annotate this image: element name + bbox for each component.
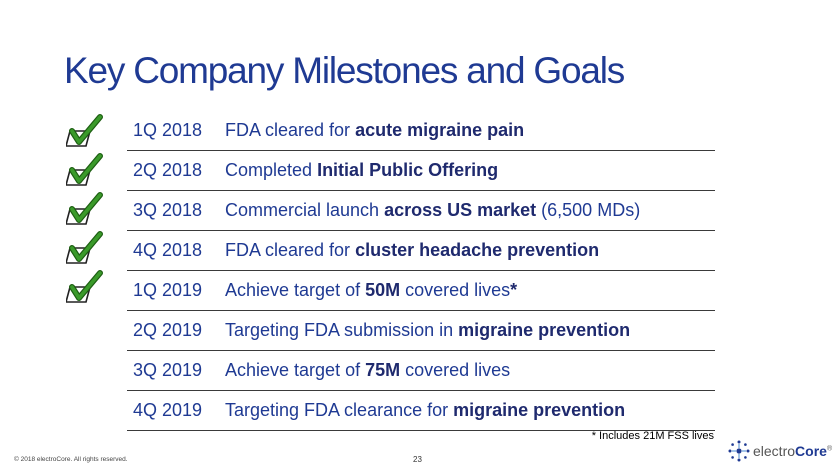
milestone-description: Achieve target of 75M covered lives xyxy=(225,360,510,381)
milestone-date: 1Q 2018 xyxy=(133,120,203,140)
milestone-row: 3Q 2019 Achieve target of 75M covered liv… xyxy=(127,351,715,391)
checkmark-box-icon xyxy=(66,192,103,225)
milestone-row: 3Q 2018 Commercial launch across US marke… xyxy=(127,191,715,231)
milestone-description: Completed Initial Public Offering xyxy=(225,160,498,181)
page-number: 23 xyxy=(413,455,422,464)
milestone-description: FDA cleared for cluster headache prevent… xyxy=(225,240,599,261)
emphasis-text: 75M xyxy=(365,360,401,380)
checkmark-box-icon xyxy=(66,270,103,303)
description-text: Completed xyxy=(225,160,318,180)
description-text: (6,500 MDs) xyxy=(536,200,641,220)
milestone-row: 1Q 2019 Achieve target of 50M covered liv… xyxy=(127,271,715,311)
emphasis-text: migraine prevention xyxy=(453,400,626,420)
emphasis-text: Initial Public Offering xyxy=(317,160,499,180)
emphasis-text: cluster headache prevention xyxy=(355,240,600,260)
milestone-row: 4Q 2019 Targeting FDA clearance for migra… xyxy=(127,391,715,431)
checkmark-box-icon xyxy=(66,153,103,186)
milestones-table: 1Q 2018 FDA cleared for acute migraine pa… xyxy=(127,111,715,431)
milestone-date: 1Q 2019 xyxy=(133,280,203,300)
description-text: FDA cleared for xyxy=(225,240,356,260)
milestone-description: Targeting FDA clearance for migraine pre… xyxy=(225,400,625,421)
logo-text: electroCore® xyxy=(753,443,833,459)
description-text: covered lives xyxy=(400,360,511,380)
milestone-date: 4Q 2018 xyxy=(133,240,203,260)
emphasis-text: * xyxy=(510,280,518,300)
electrocore-star-icon xyxy=(728,440,750,462)
description-text: FDA cleared for xyxy=(225,120,356,140)
emphasis-text: across US market xyxy=(384,200,537,220)
page-title: Key Company Milestones and Goals xyxy=(64,50,625,91)
milestone-row: 2Q 2018 Completed Initial Public Offering xyxy=(127,151,715,191)
description-text: Targeting FDA submission in xyxy=(225,320,459,340)
footnote: * Includes 21M FSS lives xyxy=(591,430,714,442)
copyright: © 2018 electroCore. All rights reserved. xyxy=(14,456,128,463)
description-text: Achieve target of xyxy=(225,280,366,300)
description-text: Commercial launch xyxy=(225,200,385,220)
description-text: Achieve target of xyxy=(225,360,366,380)
milestone-description: Commercial launch across US market (6,50… xyxy=(225,200,640,221)
milestone-row: 1Q 2018 FDA cleared for acute migraine pa… xyxy=(127,111,715,151)
checkmark-box-icon xyxy=(66,114,103,147)
milestone-row: 4Q 2018 FDA cleared for cluster headache … xyxy=(127,231,715,271)
milestone-description: FDA cleared for acute migraine pain xyxy=(225,120,524,141)
electrocore-logo: electroCore® xyxy=(727,437,832,467)
milestone-description: Achieve target of 50M covered lives* xyxy=(225,280,517,301)
emphasis-text: migraine prevention xyxy=(458,320,631,340)
milestone-date: 3Q 2019 xyxy=(133,360,203,380)
description-text: covered lives xyxy=(400,280,511,300)
emphasis-text: 50M xyxy=(365,280,401,300)
milestone-description: Targeting FDA submission in migraine pre… xyxy=(225,320,630,341)
emphasis-text: acute migraine pain xyxy=(355,120,525,140)
description-text: Targeting FDA clearance for xyxy=(225,400,454,420)
milestone-date: 2Q 2018 xyxy=(133,160,203,180)
checkmark-box-icon xyxy=(66,231,103,264)
milestone-date: 2Q 2019 xyxy=(133,320,203,340)
milestone-date: 3Q 2018 xyxy=(133,200,203,220)
milestone-date: 4Q 2019 xyxy=(133,400,203,420)
milestone-row: 2Q 2019 Targeting FDA submission in migra… xyxy=(127,311,715,351)
